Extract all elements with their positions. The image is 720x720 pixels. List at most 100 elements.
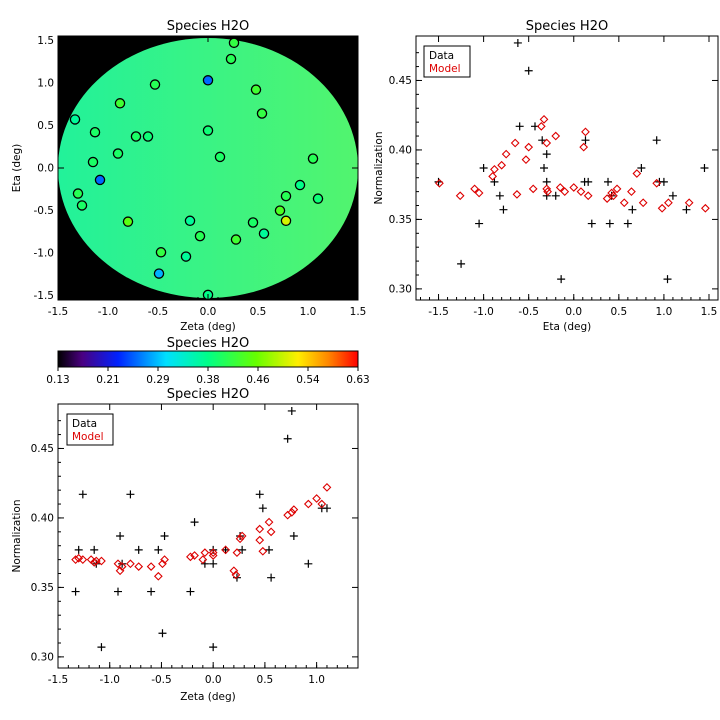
colorbar-tick-label: 0.21 — [96, 374, 119, 386]
eta-model-point — [652, 178, 662, 188]
map-point — [214, 151, 226, 163]
zeta-model-point — [289, 505, 299, 514]
eta-model-point — [607, 188, 617, 198]
map-xtick-label: 0.5 — [250, 306, 267, 318]
zeta-data-point — [255, 490, 264, 499]
eta-ytick-label: 0.35 — [389, 214, 412, 226]
zeta-model-point — [198, 555, 208, 564]
eta-model-point — [576, 187, 586, 196]
eta-model-point — [551, 131, 561, 141]
zeta-data-point — [97, 643, 106, 652]
zeta-model-point — [126, 559, 135, 569]
eta-model-point — [569, 183, 579, 192]
eta-model-point — [609, 191, 618, 201]
map-xtick-label: 0.0 — [200, 306, 217, 318]
eta-model-point — [524, 142, 534, 152]
zeta-model-point — [78, 555, 88, 564]
zeta-data-point — [78, 490, 87, 499]
map-point — [280, 190, 292, 202]
map-point — [280, 215, 292, 227]
eta-data-point — [499, 205, 508, 214]
eta-data-point — [607, 191, 616, 200]
zeta-ytick-label: 0.30 — [31, 651, 54, 663]
colorbar-tick-label: 0.38 — [196, 374, 219, 386]
eta-data-point — [587, 219, 596, 228]
colorbar-title: Species H2O — [167, 336, 249, 351]
map-point — [294, 179, 306, 191]
eta-xtick-label: 0.0 — [565, 306, 582, 318]
eta-ytick-label: 0.45 — [389, 75, 412, 87]
map-point — [256, 108, 268, 119]
zeta-xtick-label: 1.0 — [308, 674, 325, 686]
eta-model-point — [528, 184, 538, 194]
map-point — [76, 200, 88, 211]
map-point — [225, 53, 237, 65]
zeta-model-point — [160, 555, 169, 564]
map-y-label: Eta (deg) — [11, 144, 23, 193]
zeta-data-point — [186, 587, 195, 596]
map-xtick-label: -1.5 — [48, 306, 69, 318]
eta-model-point — [501, 149, 511, 159]
eta-legend-data: Data — [429, 50, 454, 62]
zeta-model-point — [200, 548, 210, 558]
zeta-data-point — [236, 532, 245, 540]
map-point — [72, 188, 84, 199]
map-point — [114, 98, 126, 109]
eta-model-point — [657, 203, 667, 213]
eta-data-point — [524, 66, 533, 75]
zeta-xtick-label: 0.0 — [205, 674, 222, 686]
zeta-points — [71, 406, 332, 652]
map-point — [312, 193, 324, 204]
eta-ytick-label: 0.30 — [389, 283, 412, 295]
eta-xtick-label: 1.5 — [701, 306, 718, 318]
zeta-data-point — [134, 545, 143, 554]
colorbar-tick-label: 0.54 — [296, 374, 320, 386]
colorbar-gradient — [57, 350, 359, 368]
zeta-legend-box — [66, 413, 114, 446]
eta-model-point — [602, 194, 612, 203]
zeta-legend-data: Data — [72, 418, 97, 430]
zeta-model-point — [232, 548, 242, 558]
map-ytick-label: 1.0 — [37, 77, 54, 89]
eta-data-point — [623, 219, 632, 228]
eta-legend: Data Model — [423, 45, 471, 78]
eta-plot-panel: Species H2O -1.5 -1.0 -0.5 0.0 0.5 1.0 1.5 0.3… — [373, 19, 719, 333]
eta-legend-model: Model — [429, 63, 461, 75]
eta-y-ticks: 0.30 0.35 0.40 0.45 — [389, 52, 718, 295]
eta-legend-box — [423, 45, 471, 78]
zeta-data-point — [126, 490, 135, 499]
eta-model-point — [474, 188, 484, 198]
zeta-data-point — [287, 406, 296, 415]
zeta-model-point — [113, 559, 123, 569]
eta-model-point — [612, 184, 622, 194]
zeta-model-point — [303, 499, 313, 509]
zeta-data-point — [90, 545, 99, 554]
eta-data-point — [637, 164, 646, 172]
colorbar-tick-label: 0.46 — [246, 374, 270, 386]
zeta-model-point — [146, 562, 156, 571]
eta-xtick-label: 0.5 — [610, 306, 627, 318]
zeta-data-point — [160, 532, 169, 540]
map-point — [130, 131, 142, 142]
zeta-plot-frame — [57, 403, 359, 669]
zeta-data-point — [267, 573, 276, 582]
eta-data-point — [557, 275, 566, 284]
eta-data-point — [652, 136, 661, 145]
zeta-data-point — [209, 559, 218, 568]
eta-data-point — [682, 205, 691, 214]
zeta-model-point — [264, 517, 274, 527]
zeta-data-point — [265, 545, 274, 554]
map-point — [247, 217, 259, 228]
zeta-model-point — [71, 555, 80, 564]
zeta-legend-model: Model — [72, 431, 104, 443]
zeta-xtick-label: -1.0 — [99, 674, 120, 686]
map-point — [112, 148, 124, 159]
map-panel: Species H2O -1.5 -1.0 -0.5 0.0 0.5 1.0 1.5 -1.… — [11, 19, 366, 333]
eta-data-point — [584, 177, 593, 186]
zeta-data-point — [258, 504, 267, 513]
eta-model-point — [560, 187, 570, 196]
map-xtick-label: 1.0 — [300, 306, 317, 318]
zeta-data-point — [304, 559, 313, 568]
eta-model-point — [455, 191, 465, 201]
